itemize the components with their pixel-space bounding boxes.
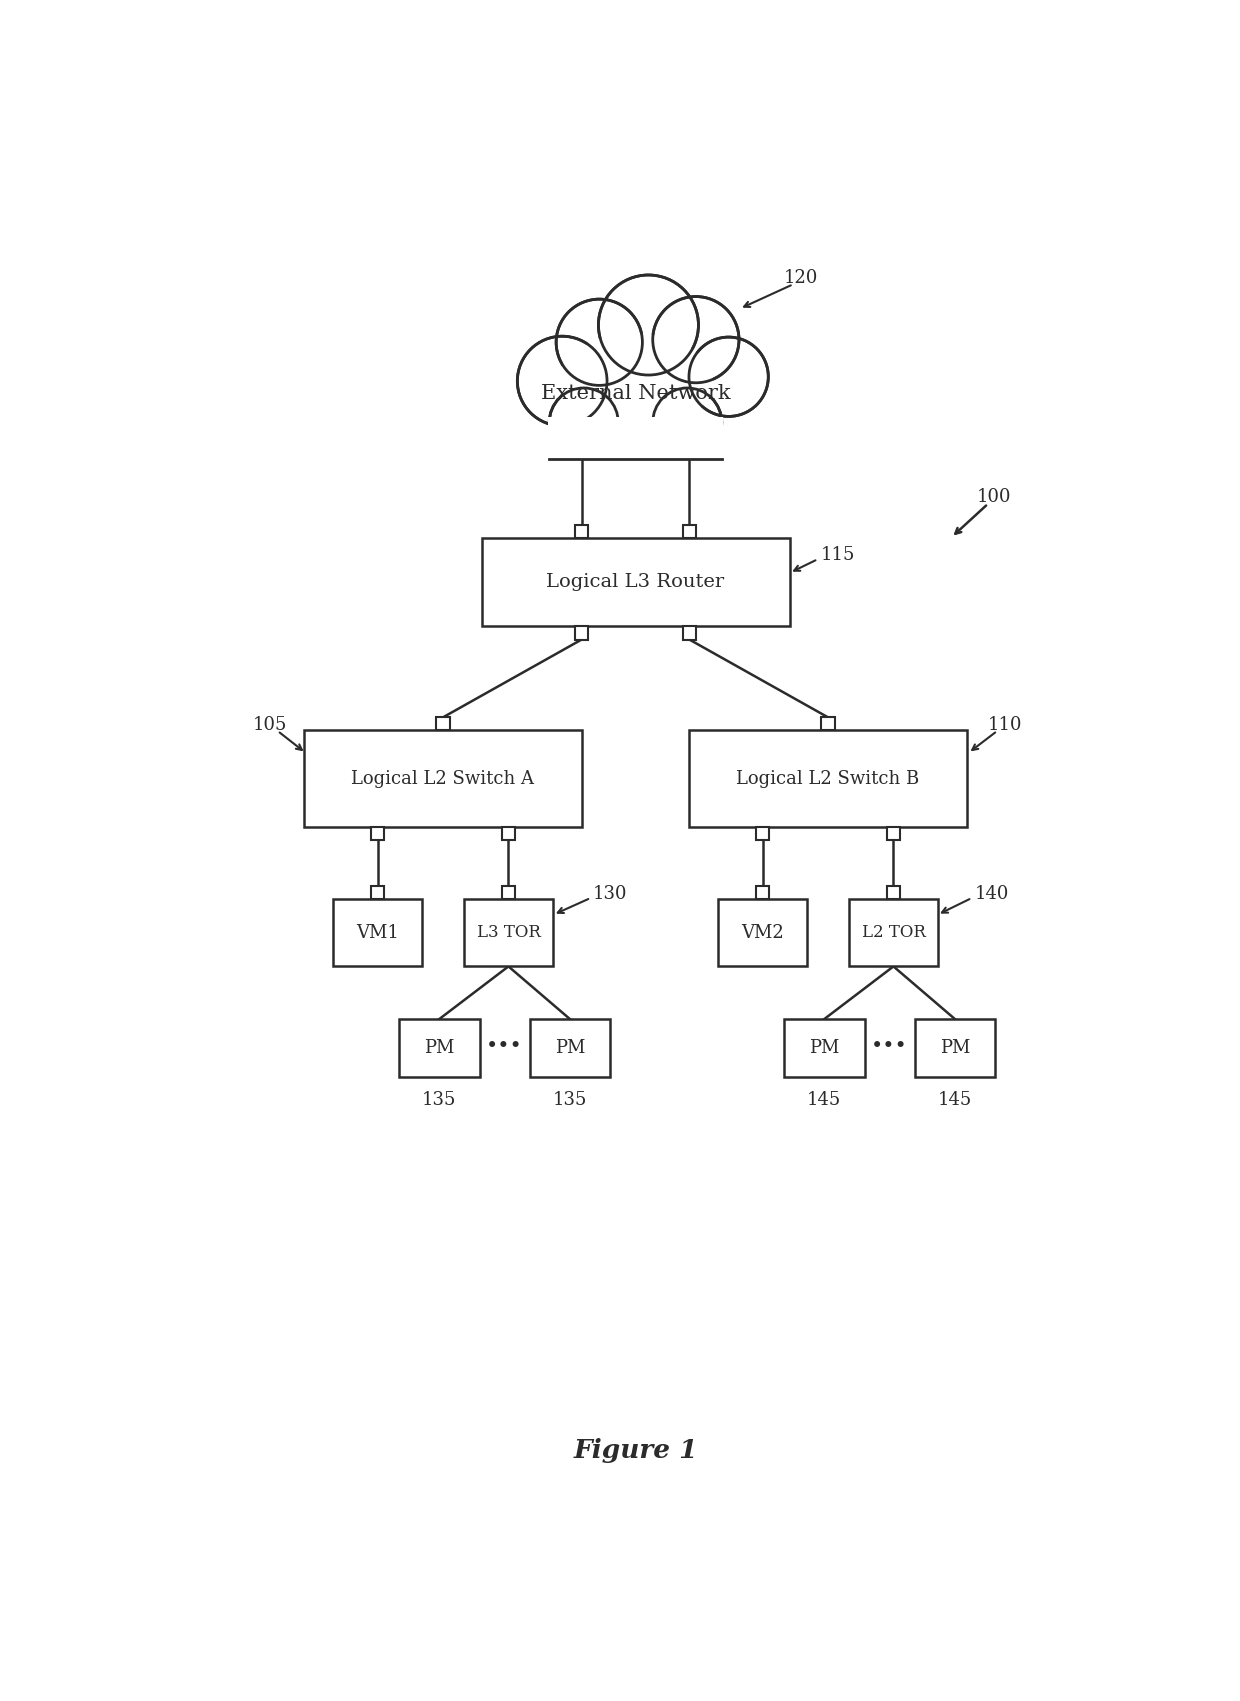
Ellipse shape — [558, 333, 713, 429]
Text: PM: PM — [808, 1039, 839, 1056]
FancyBboxPatch shape — [887, 886, 900, 898]
Circle shape — [599, 276, 697, 374]
FancyBboxPatch shape — [464, 898, 553, 966]
FancyBboxPatch shape — [683, 526, 696, 538]
Text: 100: 100 — [976, 488, 1011, 507]
FancyBboxPatch shape — [683, 626, 696, 640]
FancyBboxPatch shape — [575, 626, 588, 640]
Circle shape — [557, 299, 641, 384]
FancyBboxPatch shape — [548, 417, 723, 461]
FancyBboxPatch shape — [371, 886, 384, 898]
FancyBboxPatch shape — [304, 730, 582, 827]
FancyBboxPatch shape — [549, 413, 722, 458]
Text: L3 TOR: L3 TOR — [476, 924, 541, 941]
Circle shape — [599, 276, 698, 374]
Text: Logical L2 Switch B: Logical L2 Switch B — [737, 769, 920, 788]
Text: External Network: External Network — [541, 384, 730, 403]
Text: 145: 145 — [807, 1090, 841, 1109]
Circle shape — [518, 337, 606, 425]
FancyBboxPatch shape — [436, 718, 450, 730]
Text: 110: 110 — [988, 716, 1022, 733]
Text: •••: ••• — [486, 1038, 523, 1056]
Circle shape — [549, 388, 619, 458]
FancyBboxPatch shape — [371, 827, 384, 840]
Text: L2 TOR: L2 TOR — [862, 924, 925, 941]
Circle shape — [517, 337, 608, 425]
Text: PM: PM — [940, 1039, 970, 1056]
Text: 140: 140 — [975, 885, 1008, 903]
Text: PM: PM — [424, 1039, 454, 1056]
Text: 130: 130 — [593, 885, 627, 903]
Circle shape — [557, 299, 642, 386]
Circle shape — [652, 296, 739, 383]
Circle shape — [653, 298, 738, 383]
FancyBboxPatch shape — [399, 1019, 480, 1077]
FancyBboxPatch shape — [334, 898, 422, 966]
Text: 105: 105 — [253, 716, 286, 733]
Text: 135: 135 — [422, 1090, 456, 1109]
Circle shape — [551, 388, 618, 456]
Text: VM2: VM2 — [742, 924, 784, 942]
FancyBboxPatch shape — [529, 1019, 610, 1077]
FancyBboxPatch shape — [821, 718, 835, 730]
Text: Logical L3 Router: Logical L3 Router — [547, 573, 724, 592]
FancyBboxPatch shape — [756, 886, 769, 898]
Circle shape — [689, 338, 768, 415]
Text: 135: 135 — [553, 1090, 588, 1109]
Text: VM1: VM1 — [356, 924, 399, 942]
FancyBboxPatch shape — [784, 1019, 864, 1077]
FancyBboxPatch shape — [502, 886, 515, 898]
Text: PM: PM — [554, 1039, 585, 1056]
FancyBboxPatch shape — [718, 898, 807, 966]
FancyBboxPatch shape — [689, 730, 967, 827]
Circle shape — [653, 388, 720, 456]
FancyBboxPatch shape — [481, 538, 790, 626]
FancyBboxPatch shape — [756, 827, 769, 840]
Circle shape — [652, 388, 722, 458]
FancyBboxPatch shape — [915, 1019, 996, 1077]
Text: 120: 120 — [784, 269, 818, 287]
Text: Logical L2 Switch A: Logical L2 Switch A — [351, 769, 534, 788]
Text: Figure 1: Figure 1 — [573, 1439, 698, 1463]
FancyBboxPatch shape — [887, 827, 900, 840]
FancyBboxPatch shape — [502, 827, 515, 840]
Text: •••: ••• — [872, 1038, 908, 1056]
FancyBboxPatch shape — [849, 898, 937, 966]
Text: 145: 145 — [937, 1090, 972, 1109]
Circle shape — [689, 337, 769, 417]
FancyBboxPatch shape — [575, 526, 588, 538]
Text: 115: 115 — [821, 546, 854, 565]
